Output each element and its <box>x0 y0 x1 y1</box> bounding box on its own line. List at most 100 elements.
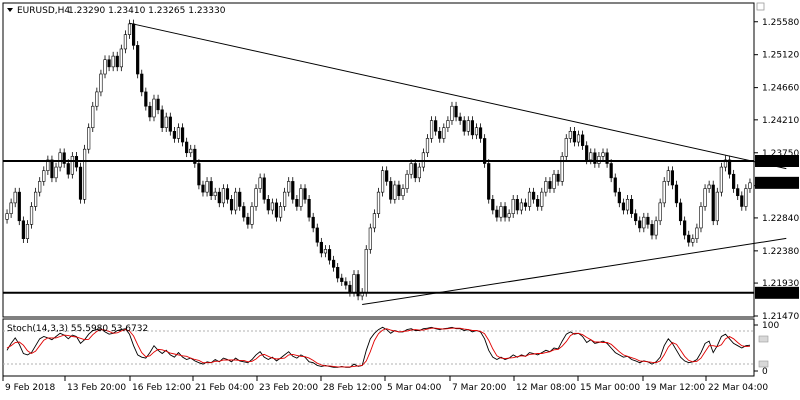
candle-body <box>662 181 666 204</box>
candle-body <box>164 116 168 129</box>
candle-body <box>552 173 556 189</box>
stoch-tick-label: 0 <box>762 367 768 377</box>
candle-body <box>115 55 119 68</box>
time-tick-label: 5 Mar 04:00 <box>387 383 442 393</box>
price-tick-label: 1.22380 <box>762 247 799 257</box>
candle-body <box>209 181 213 197</box>
time-tick-label: 16 Feb 12:00 <box>132 383 191 393</box>
price-tick-label: 1.24210 <box>762 116 799 126</box>
candle-body <box>397 184 401 197</box>
candle-body <box>340 277 344 282</box>
price-tick-label: 1.24660 <box>762 84 799 94</box>
time-tick-label: 22 Mar 04:00 <box>708 383 768 393</box>
trendline-upper[interactable] <box>129 22 787 170</box>
candle-body <box>560 156 564 182</box>
candle-body <box>654 220 658 236</box>
candle-body <box>613 177 617 193</box>
candle-body <box>629 199 634 214</box>
price-label-text: 1.21794 <box>759 289 796 299</box>
candle-body <box>658 202 662 222</box>
main-pane-scroll-icon[interactable] <box>756 2 765 11</box>
candle-body <box>532 191 536 200</box>
candle-body <box>234 191 238 211</box>
candle-body <box>536 199 540 207</box>
stoch-main-line <box>6 326 751 368</box>
stoch-pane-scroll-icon[interactable] <box>758 335 769 343</box>
candle-body <box>287 181 291 193</box>
candle-body <box>54 166 58 179</box>
candle-body <box>736 188 740 197</box>
candle-body <box>315 227 319 243</box>
candle-body <box>99 73 103 93</box>
candle-body <box>331 259 336 268</box>
candle-body <box>21 220 25 239</box>
candle-body <box>687 234 691 243</box>
candle-body <box>625 199 630 211</box>
time-axis: 9 Feb 2018 13 Feb 20:00 16 Feb 12:00 21 Feb… <box>2 376 768 393</box>
time-tick-label: 28 Feb 12:00 <box>323 383 382 393</box>
candle-body <box>123 34 128 50</box>
candle-body <box>711 184 715 222</box>
candle-body <box>152 98 156 118</box>
candle-body <box>719 166 723 193</box>
candle-body <box>727 159 732 175</box>
candle-body <box>87 127 91 150</box>
candle-body <box>376 191 381 214</box>
time-tick-label: 23 Feb 20:00 <box>259 383 318 393</box>
candle-body <box>307 199 311 218</box>
candle-body <box>38 181 42 193</box>
candle-body <box>434 120 438 132</box>
drawing-objects[interactable] <box>3 22 787 306</box>
candle-body <box>642 216 646 229</box>
candle-body <box>556 173 560 182</box>
candle-body <box>17 191 21 222</box>
candle-body <box>213 191 217 197</box>
chart-menu-arrow-icon[interactable] <box>7 8 13 12</box>
candle-body <box>487 163 491 200</box>
candle-body <box>507 213 511 218</box>
candle-body <box>131 23 136 46</box>
price-axis-labels: 1.23635 1.23330 1.21794 <box>755 155 799 299</box>
candle-body <box>699 206 703 229</box>
candle-body <box>617 191 621 204</box>
stoch-pane-scroll-icon-2[interactable] <box>758 360 769 368</box>
candle-body <box>703 188 707 207</box>
candle-body <box>454 105 458 118</box>
candle-body <box>368 227 372 250</box>
candle-body <box>605 152 609 164</box>
time-tick-label: 15 Mar 00:00 <box>580 383 640 393</box>
candle-body <box>478 127 483 139</box>
candle-body <box>201 184 205 193</box>
trendline-lower[interactable] <box>362 237 787 306</box>
price-label-box <box>755 176 799 189</box>
candle-body <box>393 184 397 200</box>
candle-body <box>544 181 548 193</box>
candle-body <box>278 206 283 218</box>
candle-body <box>136 45 140 75</box>
candle-body <box>336 267 340 279</box>
candle-body <box>127 23 132 35</box>
price-label-box <box>755 286 799 299</box>
candle-body <box>25 224 30 239</box>
candle-body <box>417 166 421 179</box>
candle-body <box>425 138 430 154</box>
candle-body <box>62 152 66 164</box>
candle-body <box>495 209 499 218</box>
candle-body <box>519 202 523 211</box>
candle-body <box>638 220 642 229</box>
candle-body <box>168 116 172 132</box>
candle-body <box>511 199 515 214</box>
candle-body <box>470 120 474 136</box>
candle-body <box>91 105 95 129</box>
candle-body <box>450 105 454 121</box>
candle-body <box>609 163 613 179</box>
candle-body <box>413 163 417 179</box>
candle-body <box>311 216 315 229</box>
candle-body <box>242 206 246 218</box>
candle-body <box>148 105 152 118</box>
candle-body <box>303 188 307 200</box>
candle-body <box>225 188 230 200</box>
candle-body <box>221 188 225 204</box>
candle-body <box>601 152 605 157</box>
